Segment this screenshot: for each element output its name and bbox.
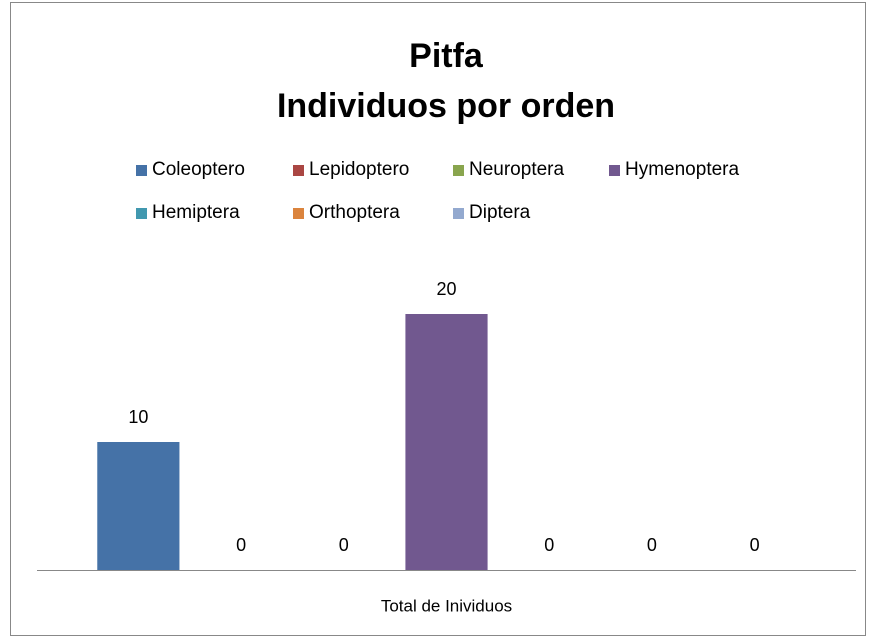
chart-title: Pitfa: [409, 37, 484, 75]
legend-swatch: [293, 165, 304, 176]
chart-subtitle: Individuos por orden: [277, 87, 615, 125]
legend-label: Orthoptera: [309, 202, 400, 223]
legend-swatch: [453, 208, 464, 219]
data-label: 0: [236, 535, 246, 555]
legend-label: Diptera: [469, 202, 531, 223]
data-label: 0: [750, 535, 760, 555]
x-tick-label: Total de Inividuos: [381, 596, 512, 615]
bar: [97, 442, 180, 570]
legend-label: Neuroptera: [469, 159, 564, 180]
data-label: 10: [128, 407, 148, 427]
data-label: 0: [647, 535, 657, 555]
legend-swatch: [609, 165, 620, 176]
legend-label: Coleoptero: [152, 159, 245, 180]
legend-label: Hymenoptera: [625, 159, 739, 180]
legend-swatch: [136, 208, 147, 219]
legend-swatch: [293, 208, 304, 219]
legend-label: Hemiptera: [152, 202, 240, 223]
data-label: 0: [339, 535, 349, 555]
legend-label: Lepidoptero: [309, 159, 409, 180]
data-label: 0: [544, 535, 554, 555]
legend-swatch: [136, 165, 147, 176]
data-label: 20: [436, 279, 456, 299]
legend-swatch: [453, 165, 464, 176]
bar: [405, 314, 488, 570]
